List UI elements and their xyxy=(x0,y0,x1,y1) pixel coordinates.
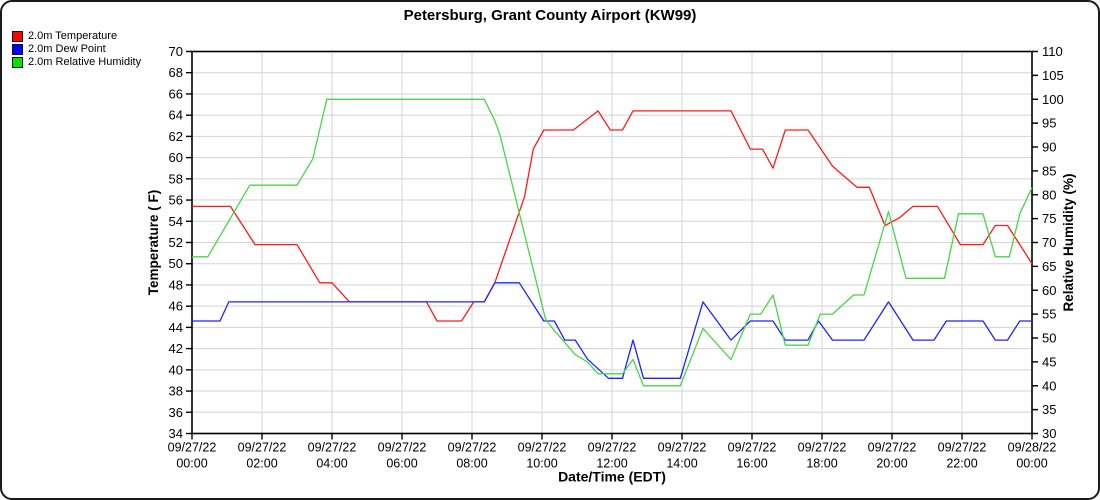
right-axis-tick-label: 60 xyxy=(1042,283,1056,298)
series-line-2-0m-relative-humidity xyxy=(192,98,1033,387)
x-axis-title: Date/Time (EDT) xyxy=(558,469,666,485)
left-axis-tick-label: 48 xyxy=(169,277,183,292)
right-axis-tick-label: 45 xyxy=(1042,354,1056,369)
x-tick-time-label: 20:00 xyxy=(876,457,907,471)
left-axis-title: Temperature ( F) xyxy=(146,190,161,296)
left-axis-tick-label: 52 xyxy=(169,235,183,250)
right-axis-tick-label: 70 xyxy=(1042,235,1056,250)
x-tick-date-label: 09/27/22 xyxy=(938,441,987,455)
right-axis-title: Relative Humidity (%) xyxy=(1061,173,1076,311)
x-tick-date-label: 09/27/22 xyxy=(518,441,567,455)
right-axis-tick-label: 105 xyxy=(1042,68,1064,83)
x-tick-date-label: 09/28/22 xyxy=(1008,441,1057,455)
right-axis-tick-label: 55 xyxy=(1042,307,1056,322)
legend-label: 2.0m Temperature xyxy=(28,30,118,42)
legend-swatch-icon xyxy=(12,43,23,55)
legend-item: 2.0m Dew Point xyxy=(12,43,141,55)
legend-swatch-icon xyxy=(12,56,23,68)
x-tick-date-label: 09/27/22 xyxy=(798,441,847,455)
left-axis-tick-label: 42 xyxy=(169,341,183,356)
left-axis-tick-label: 36 xyxy=(169,405,183,420)
legend-label: 2.0m Relative Humidity xyxy=(28,56,142,68)
right-axis-tick-label: 110 xyxy=(1042,44,1063,59)
x-tick-time-label: 18:00 xyxy=(806,457,837,471)
left-axis-tick-label: 60 xyxy=(169,150,183,165)
x-tick-time-label: 02:00 xyxy=(246,457,277,471)
x-tick-time-label: 00:00 xyxy=(176,457,207,471)
series-line-2-0m-dew-point xyxy=(192,282,1032,379)
x-tick-time-label: 00:00 xyxy=(1016,457,1047,471)
x-tick-date-label: 09/27/22 xyxy=(238,441,287,455)
x-tick-date-label: 09/27/22 xyxy=(168,441,217,455)
right-axis-tick-label: 85 xyxy=(1042,163,1056,178)
right-axis-tick-label: 75 xyxy=(1042,211,1056,226)
chart-title: Petersburg, Grant County Airport (KW99) xyxy=(403,7,697,24)
x-tick-date-label: 09/27/22 xyxy=(868,441,917,455)
x-tick-date-label: 09/27/22 xyxy=(448,441,497,455)
x-tick-time-label: 08:00 xyxy=(456,457,487,471)
right-axis-tick-label: 40 xyxy=(1042,378,1056,393)
x-tick-date-label: 09/27/22 xyxy=(728,441,777,455)
right-axis-tick-label: 80 xyxy=(1042,187,1056,202)
x-tick-time-label: 06:00 xyxy=(386,457,417,471)
x-tick-time-label: 12:00 xyxy=(596,457,627,471)
legend-item: 2.0m Temperature xyxy=(12,30,141,42)
x-tick-date-label: 09/27/22 xyxy=(588,441,637,455)
right-axis-tick-label: 30 xyxy=(1042,426,1056,441)
legend-label: 2.0m Dew Point xyxy=(28,43,106,55)
left-axis-tick-label: 44 xyxy=(169,320,183,335)
x-tick-date-label: 09/27/22 xyxy=(308,441,357,455)
left-axis-tick-label: 34 xyxy=(169,426,183,441)
x-tick-date-label: 09/27/22 xyxy=(658,441,707,455)
legend-swatch-icon xyxy=(12,30,23,42)
right-axis-tick-label: 90 xyxy=(1042,140,1056,155)
left-axis-tick-label: 50 xyxy=(169,256,183,271)
left-axis-tick-label: 68 xyxy=(169,65,183,80)
left-axis-tick-label: 54 xyxy=(169,214,183,229)
right-axis-tick-label: 65 xyxy=(1042,259,1056,274)
left-axis-tick-label: 62 xyxy=(169,129,183,144)
legend-item: 2.0m Relative Humidity xyxy=(12,56,141,68)
x-tick-time-label: 16:00 xyxy=(736,457,767,471)
x-tick-time-label: 10:00 xyxy=(526,457,557,471)
left-axis-tick-label: 58 xyxy=(169,171,183,186)
left-axis-tick-label: 38 xyxy=(169,384,183,399)
x-tick-date-label: 09/27/22 xyxy=(378,441,427,455)
left-axis-tick-label: 70 xyxy=(169,44,183,59)
x-tick-time-label: 22:00 xyxy=(946,457,977,471)
left-axis-tick-label: 56 xyxy=(169,193,183,208)
chart-legend: 2.0m Temperature 2.0m Dew Point 2.0m Relat… xyxy=(12,30,141,69)
right-axis-tick-label: 95 xyxy=(1042,116,1056,131)
right-axis-tick-label: 100 xyxy=(1042,92,1064,107)
left-axis-tick-label: 66 xyxy=(169,86,183,101)
x-tick-time-label: 14:00 xyxy=(666,457,697,471)
left-axis-tick-label: 46 xyxy=(169,299,183,314)
left-axis-tick-label: 64 xyxy=(169,108,183,123)
right-axis-tick-label: 35 xyxy=(1042,402,1056,417)
x-tick-time-label: 04:00 xyxy=(316,457,347,471)
left-axis-tick-label: 40 xyxy=(169,362,183,377)
right-axis-tick-label: 50 xyxy=(1042,331,1056,346)
